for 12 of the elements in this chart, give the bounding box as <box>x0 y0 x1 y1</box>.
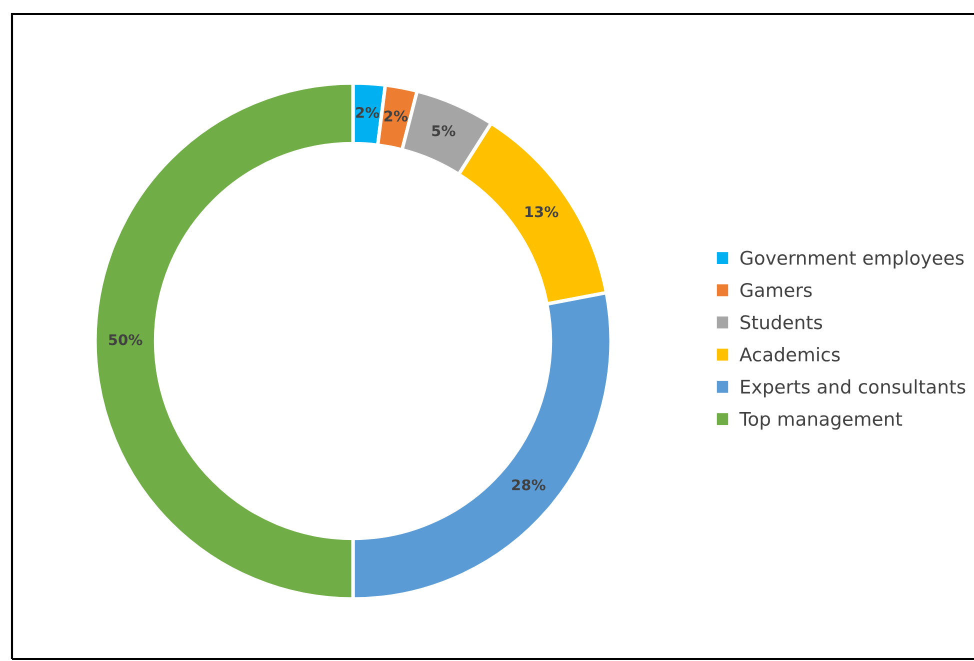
data-label: 5% <box>432 125 456 136</box>
legend-label: Students <box>740 314 822 330</box>
legend-label: Top management <box>739 412 902 430</box>
data-label: 2% <box>356 106 380 118</box>
legend-label: Experts and consultants <box>741 379 966 398</box>
data-label: 28% <box>512 479 546 490</box>
data-label: 50% <box>108 334 142 346</box>
data-label: 2% <box>384 110 408 122</box>
legend-label: Gamers <box>740 282 812 298</box>
data-label: 13% <box>526 206 558 218</box>
legend-label: Government employees <box>740 250 964 269</box>
legend-label: Academics <box>740 347 840 362</box>
